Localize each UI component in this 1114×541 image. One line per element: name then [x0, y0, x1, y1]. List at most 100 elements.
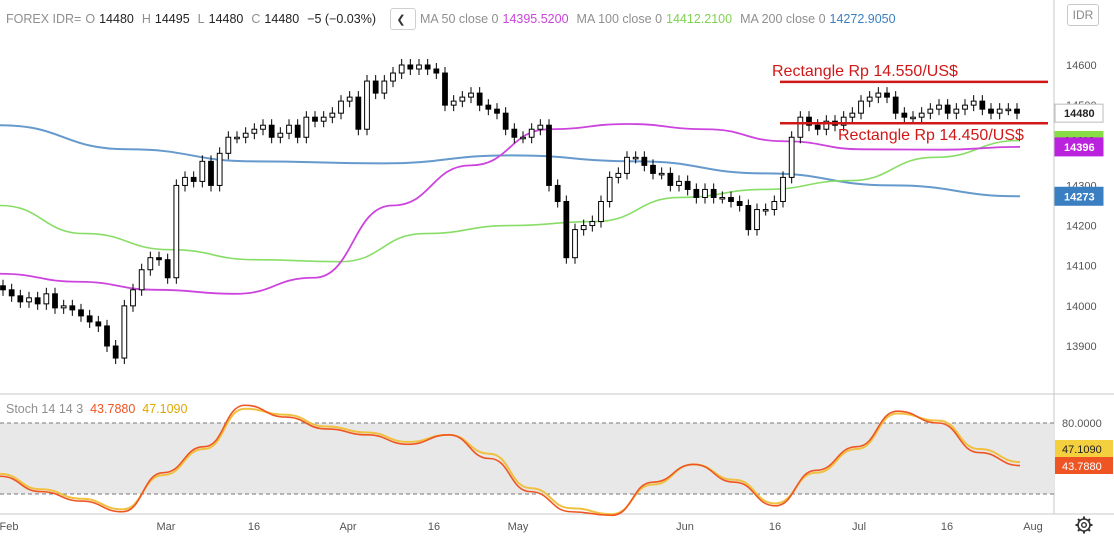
candle-body — [754, 209, 760, 231]
candle-body — [598, 200, 604, 223]
candle-body — [1005, 108, 1012, 112]
candle-body — [459, 96, 466, 102]
ma200-line — [0, 124, 1021, 198]
candle-body — [190, 176, 197, 182]
candle-body — [719, 196, 726, 200]
candle-body — [840, 116, 847, 126]
candle-body — [658, 172, 665, 176]
candle-body — [485, 104, 492, 110]
price-axis-badge-label: 14273 — [1064, 191, 1095, 203]
candle-body — [121, 305, 128, 359]
ma100-label: MA 100 close 0 — [576, 12, 663, 26]
currency-selector[interactable]: IDR — [1067, 4, 1099, 26]
candle-body — [528, 128, 535, 138]
h-value: 14495 — [154, 12, 190, 26]
candle-body — [398, 64, 405, 74]
candle-body — [554, 184, 561, 202]
time-axis-tick: May — [508, 521, 529, 533]
candle-body — [95, 321, 102, 327]
time-axis-tick: Jul — [852, 521, 866, 533]
candle-body — [242, 132, 249, 138]
candle-body — [277, 132, 284, 138]
candle-body — [684, 180, 691, 190]
settings-gear-icon[interactable] — [1074, 515, 1094, 535]
candle-body — [52, 293, 58, 309]
candle-body — [130, 289, 136, 307]
candle-body — [537, 124, 544, 130]
candle-body — [320, 116, 327, 122]
candle-body — [407, 64, 414, 70]
candle-body — [667, 172, 674, 186]
candle-body — [866, 96, 873, 102]
candle-body — [69, 305, 76, 311]
candle-body — [78, 309, 84, 317]
stoch-axis-badge-label: 43.7880 — [1062, 461, 1102, 473]
candle-body — [962, 104, 968, 110]
candle-body — [0, 285, 6, 291]
candle-body — [918, 112, 925, 118]
ma200-value: 14272.9050 — [829, 12, 896, 26]
stoch-label: Stoch 14 14 3 — [6, 402, 84, 416]
ma50-line — [0, 123, 1021, 295]
time-axis-tick: 16 — [248, 521, 260, 533]
candle-body — [884, 92, 890, 98]
candle-body — [234, 136, 240, 140]
rectangle-annotation-label: Rectangle Rp 14.550/US$ — [772, 63, 958, 80]
candle-body — [771, 200, 778, 211]
price-axis-tick: 14600 — [1066, 60, 1097, 72]
stoch-k-value: 43.7880 — [90, 402, 136, 416]
price-axis-tick: 14000 — [1066, 301, 1097, 313]
candle-body — [225, 136, 232, 154]
time-axis-tick: 16 — [769, 521, 781, 533]
candle-body — [26, 297, 32, 303]
candle-body — [494, 108, 500, 114]
candle-body — [138, 269, 145, 291]
candle-body — [736, 200, 743, 207]
candle-body — [580, 225, 587, 231]
candle-body — [338, 100, 344, 114]
candle-body — [268, 124, 275, 138]
candle-body — [910, 116, 916, 120]
candle-body — [511, 128, 518, 138]
candle-body — [762, 209, 769, 212]
l-label: L — [197, 12, 205, 26]
candle-body — [1014, 108, 1020, 114]
candle-body — [260, 124, 266, 130]
o-value: 14480 — [99, 12, 134, 26]
candle-body — [936, 104, 942, 110]
candle-body — [953, 108, 960, 114]
candle-body — [43, 293, 50, 305]
candle-body — [693, 188, 700, 198]
candle-body — [901, 112, 908, 118]
candle-body — [450, 100, 457, 106]
stoch-d-line — [0, 407, 1021, 516]
candle-body — [710, 188, 717, 198]
h-label: H — [141, 12, 151, 26]
time-axis-tick: Aug — [1023, 521, 1043, 533]
time-axis-tick: 16 — [428, 521, 440, 533]
candle-body — [251, 128, 258, 134]
price-axis-badge-label: 14480 — [1064, 108, 1095, 120]
ma50-label: MA 50 close 0 — [419, 12, 499, 26]
chevron-left-icon: ❮ — [396, 13, 406, 26]
candle-body — [632, 156, 639, 160]
candle-body — [442, 72, 448, 106]
candle-body — [892, 96, 899, 114]
candle-body — [970, 100, 977, 106]
candle-body — [502, 112, 509, 130]
collapse-legend-button[interactable]: ❮ — [389, 8, 416, 30]
ma50-value: 14395.5200 — [502, 12, 569, 26]
candle-body — [112, 345, 119, 359]
ma200-label: MA 200 close 0 — [740, 12, 826, 26]
candle-body — [182, 176, 188, 186]
stoch-d-value: 47.1090 — [142, 402, 188, 416]
stoch-axis-tick: 80.0000 — [1062, 418, 1102, 430]
price-axis-badge — [1054, 137, 1104, 157]
candle-body — [979, 100, 986, 110]
candle-body — [797, 116, 804, 138]
candle-body — [294, 124, 301, 138]
time-axis-tick: 16 — [941, 521, 953, 533]
candle-body — [875, 92, 882, 98]
